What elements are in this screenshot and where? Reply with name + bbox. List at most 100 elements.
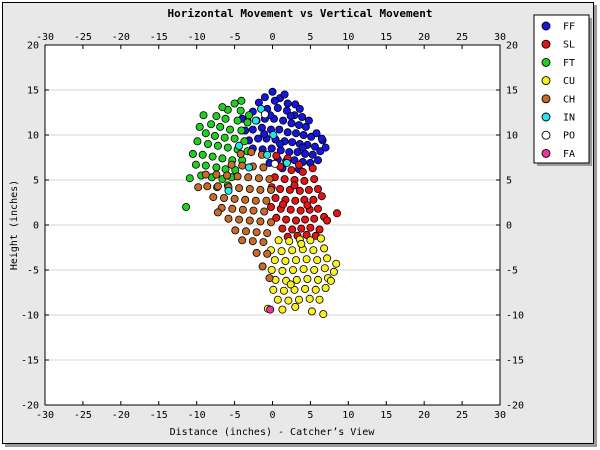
y-tick-label-left: -15 (21, 356, 39, 367)
data-point (262, 196, 271, 205)
data-point (266, 305, 275, 314)
data-point (260, 110, 269, 119)
data-point (294, 160, 303, 169)
legend-label: FT (563, 58, 575, 69)
data-point (263, 229, 272, 238)
y-tick-label-right: 15 (506, 86, 518, 97)
data-point (286, 205, 295, 214)
data-point (233, 116, 242, 125)
data-point (238, 205, 247, 214)
y-tick-label-left: 20 (27, 41, 39, 52)
data-point (282, 215, 291, 224)
y-tick-label-left: 5 (33, 176, 39, 187)
data-point (259, 163, 268, 172)
data-point (241, 195, 250, 204)
data-point (279, 286, 288, 295)
data-point (222, 171, 231, 180)
data-point (304, 185, 313, 194)
y-tick-label-right: 10 (506, 131, 518, 142)
x-tick-label-bottom: 30 (494, 410, 506, 421)
data-point (288, 246, 297, 255)
data-point (266, 218, 275, 227)
data-point (313, 275, 322, 284)
data-point (286, 280, 295, 289)
y-tick-label-left: -10 (21, 311, 39, 322)
data-point (213, 182, 222, 191)
legend-label: FF (563, 22, 575, 33)
legend-item-ft: FT (541, 58, 575, 69)
data-point (225, 125, 234, 134)
x-axis-label: Distance (inches) - Catcher’s View (170, 427, 376, 438)
x-tick-label-bottom: 15 (380, 410, 392, 421)
data-point (288, 225, 297, 234)
data-point (277, 247, 286, 256)
legend-label: CH (563, 94, 575, 105)
y-tick-label-right: -15 (506, 356, 524, 367)
data-point (219, 193, 228, 202)
x-tick-label-top: 5 (307, 32, 313, 43)
data-point (282, 158, 291, 167)
legend-item-fa: FA (541, 148, 575, 160)
data-point (252, 248, 261, 257)
data-point (198, 150, 207, 159)
data-point (203, 139, 212, 148)
data-point (216, 122, 225, 131)
data-point (266, 185, 275, 194)
x-tick-label-bottom: 0 (269, 410, 275, 421)
legend-marker (541, 148, 551, 158)
data-point (317, 134, 326, 143)
data-point (220, 133, 229, 142)
data-point (294, 121, 303, 130)
data-point (236, 149, 245, 158)
data-point (256, 185, 265, 194)
x-tick-label-bottom: -20 (112, 410, 130, 421)
data-point (218, 103, 227, 112)
data-point (240, 137, 249, 146)
data-point (310, 265, 319, 274)
data-point (241, 227, 250, 236)
y-tick-label-left: 10 (27, 131, 39, 142)
data-point (295, 104, 304, 113)
data-point (298, 167, 307, 176)
data-point (265, 175, 274, 184)
axis-ticks: -30 -30 -25 -25 -20 -20 -15 -15 -10 -10 -5 -5 0 0 5 5 10… (21, 32, 524, 421)
data-point (326, 276, 335, 285)
data-point (260, 130, 269, 139)
data-point (267, 144, 276, 153)
data-point (193, 137, 202, 146)
data-point (283, 128, 292, 137)
data-point (283, 99, 292, 108)
data-point (306, 223, 315, 232)
data-point (235, 141, 244, 150)
data-point (247, 148, 256, 157)
data-point (267, 265, 276, 274)
data-point (296, 206, 305, 215)
data-point (290, 285, 299, 294)
data-point (251, 196, 260, 205)
data-point (207, 120, 216, 129)
data-point (295, 186, 304, 195)
series-sl (266, 151, 341, 241)
data-point (312, 129, 321, 138)
data-point (310, 142, 319, 151)
data-point (260, 207, 269, 216)
data-point (244, 111, 253, 120)
data-point (299, 130, 308, 139)
data-point (237, 96, 246, 105)
y-tick-label-right: -10 (506, 311, 524, 322)
y-tick-label-right: 0 (506, 221, 512, 232)
data-point (278, 224, 287, 233)
data-point (244, 163, 253, 172)
data-point (268, 87, 277, 96)
data-point (270, 159, 279, 168)
data-point (306, 236, 315, 245)
data-point (230, 194, 239, 203)
data-point (313, 204, 322, 213)
x-tick-label-top: 10 (342, 32, 354, 43)
data-point (291, 129, 300, 138)
legend-item-ff: FF (541, 22, 575, 33)
data-point (315, 225, 324, 234)
data-point (272, 151, 281, 160)
legend-label: SL (563, 40, 575, 51)
data-point (301, 215, 310, 224)
